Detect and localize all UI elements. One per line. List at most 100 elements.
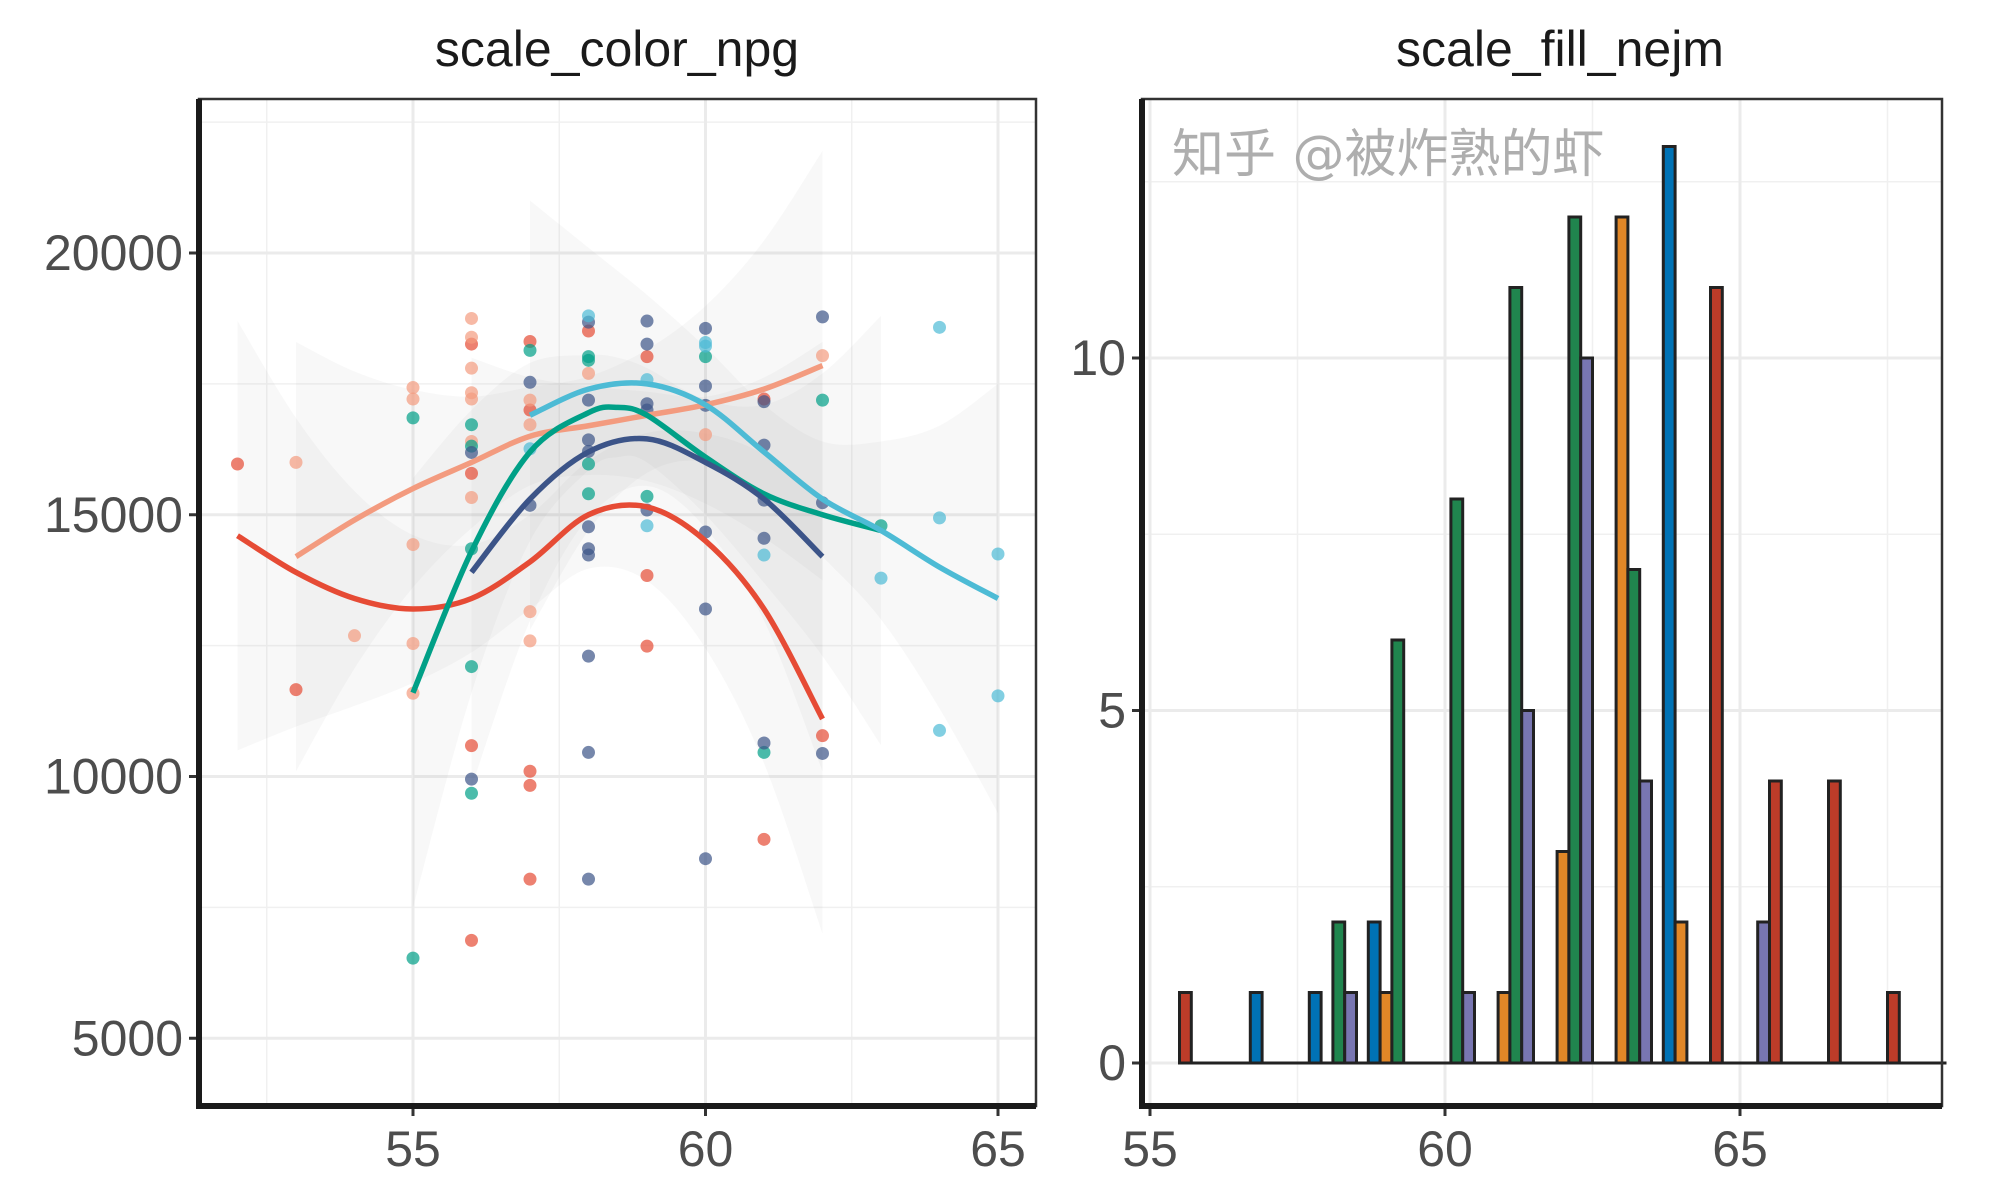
data-point <box>289 683 303 697</box>
data-point <box>348 629 361 643</box>
data-point <box>465 739 478 753</box>
data-point <box>582 366 595 380</box>
data-point <box>933 320 946 334</box>
confidence-ribbon <box>296 150 823 772</box>
histogram-bar <box>1614 215 1630 1065</box>
histogram-bar <box>1567 215 1583 1065</box>
histogram-bar <box>1461 991 1476 1065</box>
data-point <box>640 519 654 533</box>
data-point <box>933 511 946 525</box>
data-point <box>640 489 654 503</box>
histogram-bar <box>1520 709 1535 1065</box>
data-point <box>523 393 537 407</box>
data-point <box>523 375 537 389</box>
data-point <box>699 379 712 393</box>
data-point <box>523 778 537 792</box>
data-point <box>757 395 771 409</box>
data-point <box>406 411 420 425</box>
data-point <box>465 466 478 480</box>
histogram-bar <box>1378 991 1394 1065</box>
y-tick-label: 10000 <box>44 749 183 805</box>
histogram-bar <box>1768 779 1783 1065</box>
data-point <box>582 487 595 501</box>
data-point <box>465 786 478 800</box>
histogram-bar <box>1555 850 1571 1065</box>
smooth-line <box>236 502 825 721</box>
data-point <box>640 350 654 364</box>
x-tick-label: 60 <box>1417 1121 1473 1177</box>
x-tick-label: 65 <box>970 1121 1026 1177</box>
y-tick-label: 5000 <box>72 1010 183 1066</box>
data-point <box>699 339 712 353</box>
data-point <box>816 393 829 407</box>
data-point <box>523 872 537 886</box>
data-point <box>465 311 478 325</box>
data-point <box>465 330 478 344</box>
histogram-bar <box>1709 286 1724 1065</box>
confidence-ribbon <box>471 341 823 787</box>
histogram-bar <box>1331 920 1347 1065</box>
histogram-bar <box>1886 991 1901 1065</box>
histogram-bar <box>1449 497 1465 1065</box>
histogram-bar <box>1343 991 1358 1065</box>
data-point <box>582 353 595 367</box>
data-point <box>757 736 771 750</box>
data-point <box>757 745 771 759</box>
data-point <box>582 520 595 534</box>
data-point <box>523 634 537 648</box>
data-point <box>582 457 595 471</box>
x-tick-label: 65 <box>1712 1121 1768 1177</box>
data-point <box>874 571 888 585</box>
data-point <box>582 324 595 338</box>
histogram-bar <box>1579 356 1594 1065</box>
confidence-ribbon <box>237 321 823 934</box>
y-tick-label: 10 <box>1070 330 1126 386</box>
histogram-bar <box>1178 991 1193 1065</box>
data-point <box>816 349 829 363</box>
confidence-ribbon <box>413 315 881 908</box>
histogram-bar <box>1626 568 1642 1065</box>
data-point <box>699 350 712 364</box>
data-point <box>582 433 595 447</box>
data-point <box>582 649 595 663</box>
smooth-line <box>410 404 882 694</box>
data-point <box>640 568 654 582</box>
data-point <box>465 445 478 459</box>
data-point <box>640 337 654 351</box>
data-point <box>231 457 244 471</box>
data-point <box>933 723 946 737</box>
histogram-bar <box>1508 286 1524 1065</box>
data-point <box>816 310 829 324</box>
data-point <box>757 531 771 545</box>
histogram-bar <box>1661 145 1677 1065</box>
histogram-bar <box>1673 920 1689 1065</box>
data-point <box>523 418 537 432</box>
histogram-bar <box>1756 920 1771 1065</box>
data-point <box>523 334 537 348</box>
data-point <box>465 418 478 432</box>
data-point <box>465 772 478 786</box>
y-tick-label: 15000 <box>44 487 183 543</box>
data-point <box>465 660 478 674</box>
data-point <box>757 548 771 562</box>
x-tick-label: 60 <box>678 1121 734 1177</box>
data-point <box>582 393 595 407</box>
data-point <box>406 951 420 965</box>
data-point <box>991 547 1005 561</box>
histogram-panel: 55 60 65 0 5 10 <box>1070 97 1947 1177</box>
histogram-bar <box>1307 991 1323 1065</box>
x-tick-label: 55 <box>1122 1121 1178 1177</box>
data-point <box>699 428 712 442</box>
data-point <box>582 745 595 759</box>
histogram-bar <box>1496 991 1512 1065</box>
data-point <box>406 381 420 395</box>
watermark: 知乎 @被炸熟的虾 <box>1172 125 1605 185</box>
y-tick-label: 5 <box>1098 683 1126 739</box>
smooth-line <box>528 380 1000 601</box>
data-point <box>523 343 537 357</box>
histogram-bar <box>1638 779 1653 1065</box>
data-point <box>465 392 478 406</box>
data-point <box>699 852 712 866</box>
data-point <box>406 538 420 552</box>
